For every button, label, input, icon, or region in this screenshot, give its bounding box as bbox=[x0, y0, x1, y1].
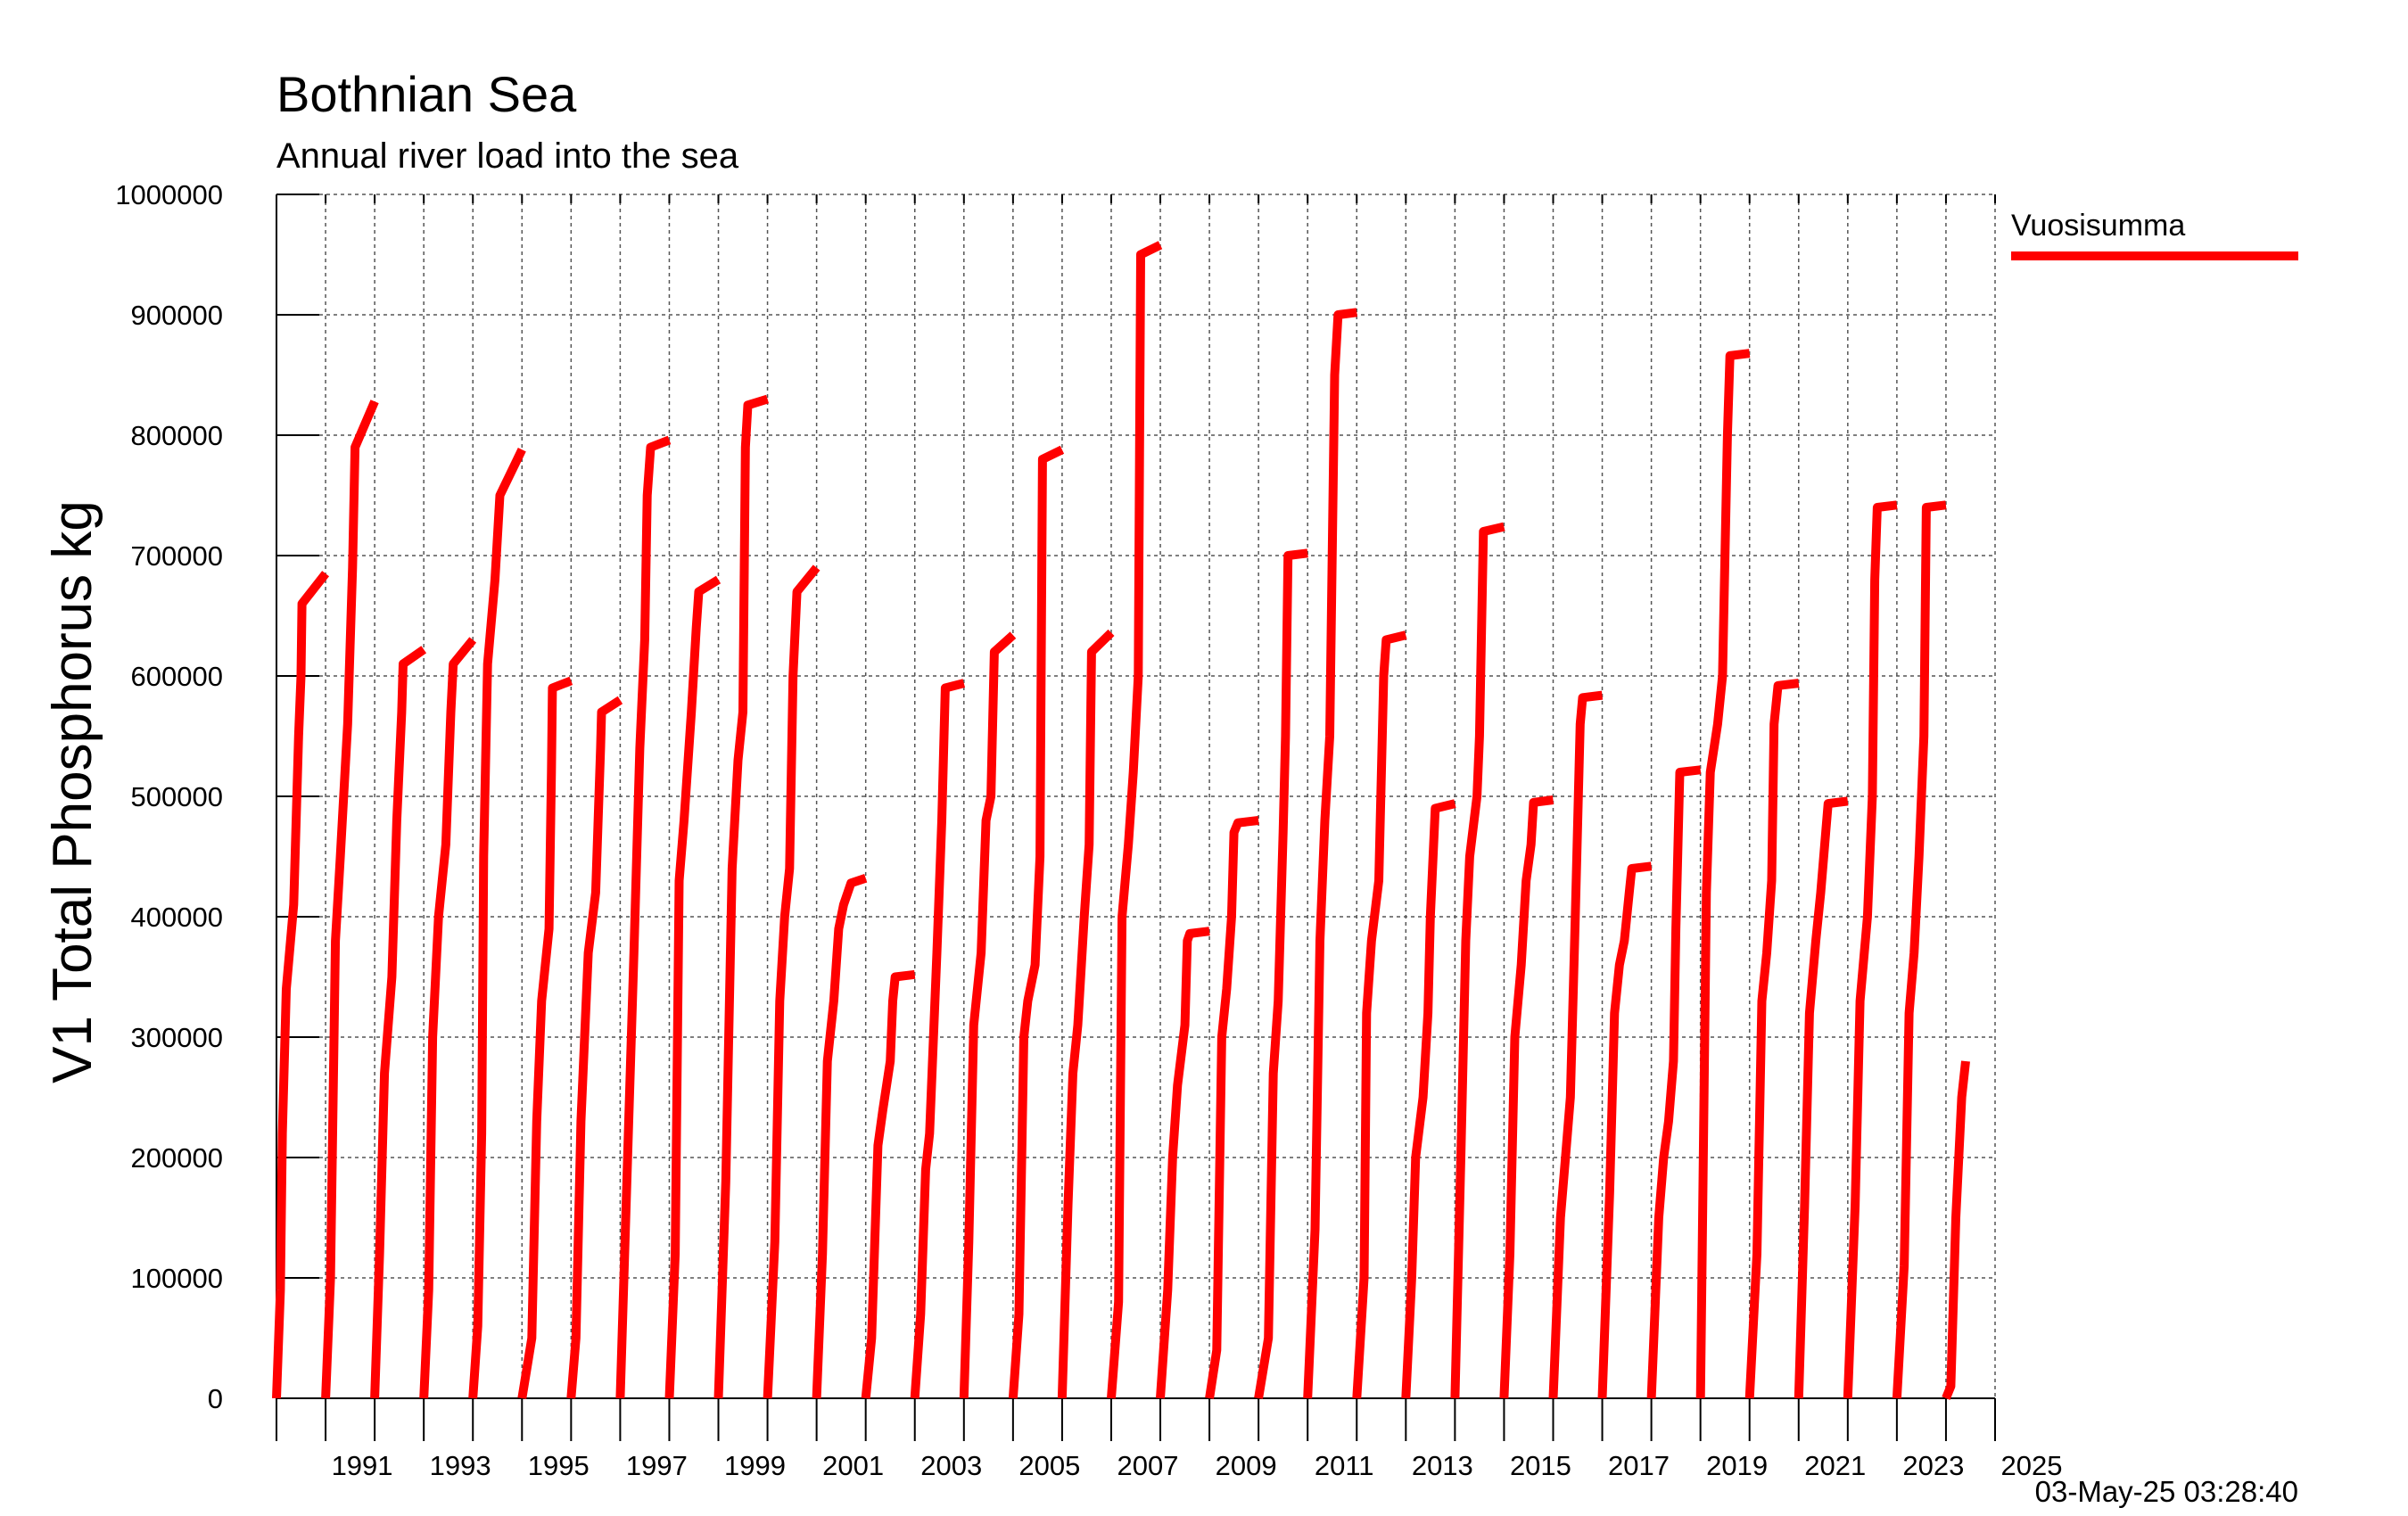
y-tick-label: 0 bbox=[208, 1383, 223, 1414]
series-line-segment bbox=[419, 637, 477, 1399]
y-axis-ticks: 0 100000 200000 300000 400000 500000 600000 700… bbox=[115, 179, 319, 1414]
series-line-segment bbox=[1450, 522, 1505, 1399]
series-line-segment bbox=[468, 448, 526, 1399]
grid bbox=[276, 194, 1996, 1398]
series-line-segment bbox=[321, 400, 379, 1399]
series-line-segment bbox=[517, 676, 573, 1399]
x-tick-label: 1997 bbox=[626, 1450, 688, 1481]
series-line-segment bbox=[1156, 927, 1210, 1399]
series-line-segment bbox=[664, 575, 722, 1399]
y-tick-label: 800000 bbox=[131, 420, 223, 451]
y-axis-label: V1 Total Phosphorus kg bbox=[42, 500, 103, 1083]
x-tick-label: 1999 bbox=[724, 1450, 786, 1481]
x-tick-label: 2023 bbox=[1902, 1450, 1964, 1481]
series-line-segment bbox=[1892, 500, 1947, 1399]
series-line-segment bbox=[910, 679, 966, 1399]
series-line-segment bbox=[1057, 629, 1115, 1399]
series-line-segment bbox=[713, 394, 770, 1399]
series-line-segment bbox=[1352, 630, 1407, 1399]
series-line-segment bbox=[370, 646, 427, 1399]
y-tick-label: 600000 bbox=[131, 661, 223, 692]
series-line-segment bbox=[1695, 349, 1751, 1399]
timestamp: 03-May-25 03:28:40 bbox=[2035, 1475, 2298, 1508]
series-line-segment bbox=[812, 874, 868, 1399]
x-tick-label: 2007 bbox=[1117, 1450, 1178, 1481]
legend: Vuosisumma bbox=[2011, 209, 2298, 260]
series-line-segment bbox=[959, 631, 1017, 1399]
series-line-segment bbox=[1794, 796, 1849, 1399]
x-tick-label: 2001 bbox=[822, 1450, 884, 1481]
x-tick-label: 1993 bbox=[430, 1450, 491, 1481]
series-line-segment bbox=[1942, 1060, 1970, 1400]
series-line-segment bbox=[1548, 690, 1604, 1399]
series-line-segment bbox=[1499, 795, 1554, 1399]
x-tick-label: 2021 bbox=[1804, 1450, 1866, 1481]
chart-title: Bothnian Sea bbox=[276, 66, 577, 122]
series-line-segment bbox=[1843, 500, 1898, 1399]
series-line-segment bbox=[1646, 765, 1702, 1399]
y-tick-label: 700000 bbox=[131, 540, 223, 572]
series-line-segment bbox=[1008, 445, 1065, 1399]
chart-subtitle: Annual river load into the sea bbox=[276, 136, 739, 176]
series-line-segment bbox=[1205, 816, 1259, 1399]
y-tick-label: 300000 bbox=[131, 1022, 223, 1053]
series-line-segment bbox=[1254, 548, 1308, 1399]
x-tick-label: 2013 bbox=[1412, 1450, 1473, 1481]
y-tick-label: 400000 bbox=[131, 902, 223, 933]
legend-label-vuosisumma: Vuosisumma bbox=[2011, 209, 2185, 243]
x-tick-label: 2003 bbox=[920, 1450, 982, 1481]
y-tick-label: 900000 bbox=[131, 300, 223, 331]
x-tick-label: 1995 bbox=[528, 1450, 590, 1481]
x-tick-label: 2015 bbox=[1510, 1450, 1571, 1481]
x-tick-label: 2009 bbox=[1216, 1450, 1277, 1481]
series-line-segment bbox=[1303, 308, 1357, 1399]
x-tick-label: 2025 bbox=[2001, 1450, 2063, 1481]
series-line-segment bbox=[763, 564, 821, 1399]
series-line-segment bbox=[861, 969, 916, 1399]
x-tick-label: 1991 bbox=[332, 1450, 393, 1481]
y-tick-label: 1000000 bbox=[115, 179, 223, 210]
x-tick-label: 2019 bbox=[1706, 1450, 1768, 1481]
series-line-segment bbox=[1107, 241, 1163, 1399]
series-line-segment bbox=[1401, 799, 1456, 1399]
series-vuosisumma bbox=[272, 241, 1970, 1400]
series-line-segment bbox=[272, 571, 330, 1399]
x-tick-label: 2011 bbox=[1315, 1450, 1374, 1481]
x-axis-ticks: 1991 1993 1995 1997 1999 2001 2003 2005 2007 2009… bbox=[276, 194, 2062, 1481]
series-line-segment bbox=[615, 435, 672, 1399]
y-tick-label: 200000 bbox=[131, 1142, 223, 1174]
x-tick-label: 2017 bbox=[1608, 1450, 1670, 1481]
series-line-segment bbox=[1597, 861, 1653, 1399]
series-line-segment bbox=[566, 696, 623, 1399]
x-tick-label: 2005 bbox=[1018, 1450, 1080, 1481]
series-line-segment bbox=[1744, 679, 1800, 1399]
y-tick-label: 500000 bbox=[131, 781, 223, 812]
y-tick-label: 100000 bbox=[131, 1263, 223, 1294]
